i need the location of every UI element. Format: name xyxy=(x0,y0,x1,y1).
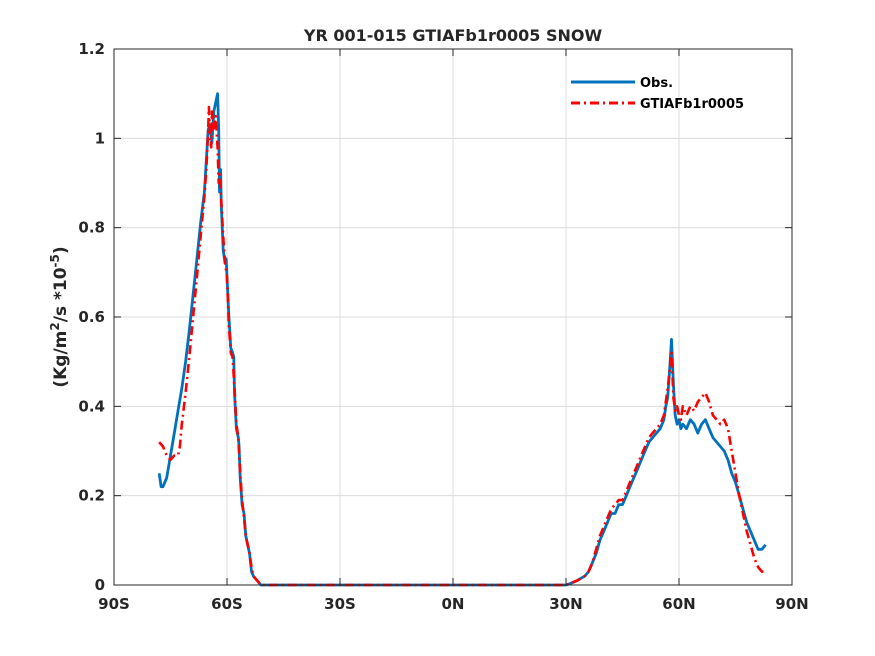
x-tick-label: 90S xyxy=(98,595,130,613)
y-tick-label: 1.2 xyxy=(78,40,105,58)
legend-label-model: GTIAFb1r0005 xyxy=(640,97,744,112)
y-tick-label: 0.8 xyxy=(78,219,105,237)
y-tick-label: 0.2 xyxy=(78,487,105,505)
y-tick-label: 0.4 xyxy=(78,397,105,415)
x-tick-label: 0N xyxy=(442,595,465,613)
x-tick-label: 90N xyxy=(775,595,808,613)
axis-ticks: 90S 60S 30S 0N 30N 60N 90N 0 0.2 0.4 0.6 0.8 1 1.2 xyxy=(78,40,808,613)
series-lines xyxy=(157,92,767,587)
series-line-gtiafb1r0005 xyxy=(158,105,766,587)
legend: Obs. GTIAFb1r0005 xyxy=(571,76,744,112)
x-tick-label: 30S xyxy=(324,595,356,613)
x-tick-label: 30N xyxy=(549,595,582,613)
legend-label-obs: Obs. xyxy=(640,76,673,91)
y-tick-label: 1 xyxy=(95,129,105,147)
chart-title: YR 001-015 GTIAFb1r0005 SNOW xyxy=(303,26,603,45)
x-tick-label: 60N xyxy=(662,595,695,613)
x-tick-label: 60S xyxy=(211,595,243,613)
y-tick-label: 0.6 xyxy=(78,308,105,326)
y-tick-label: 0 xyxy=(95,576,105,594)
y-axis-label: (Kg/m2/s *10-5) xyxy=(48,246,71,387)
